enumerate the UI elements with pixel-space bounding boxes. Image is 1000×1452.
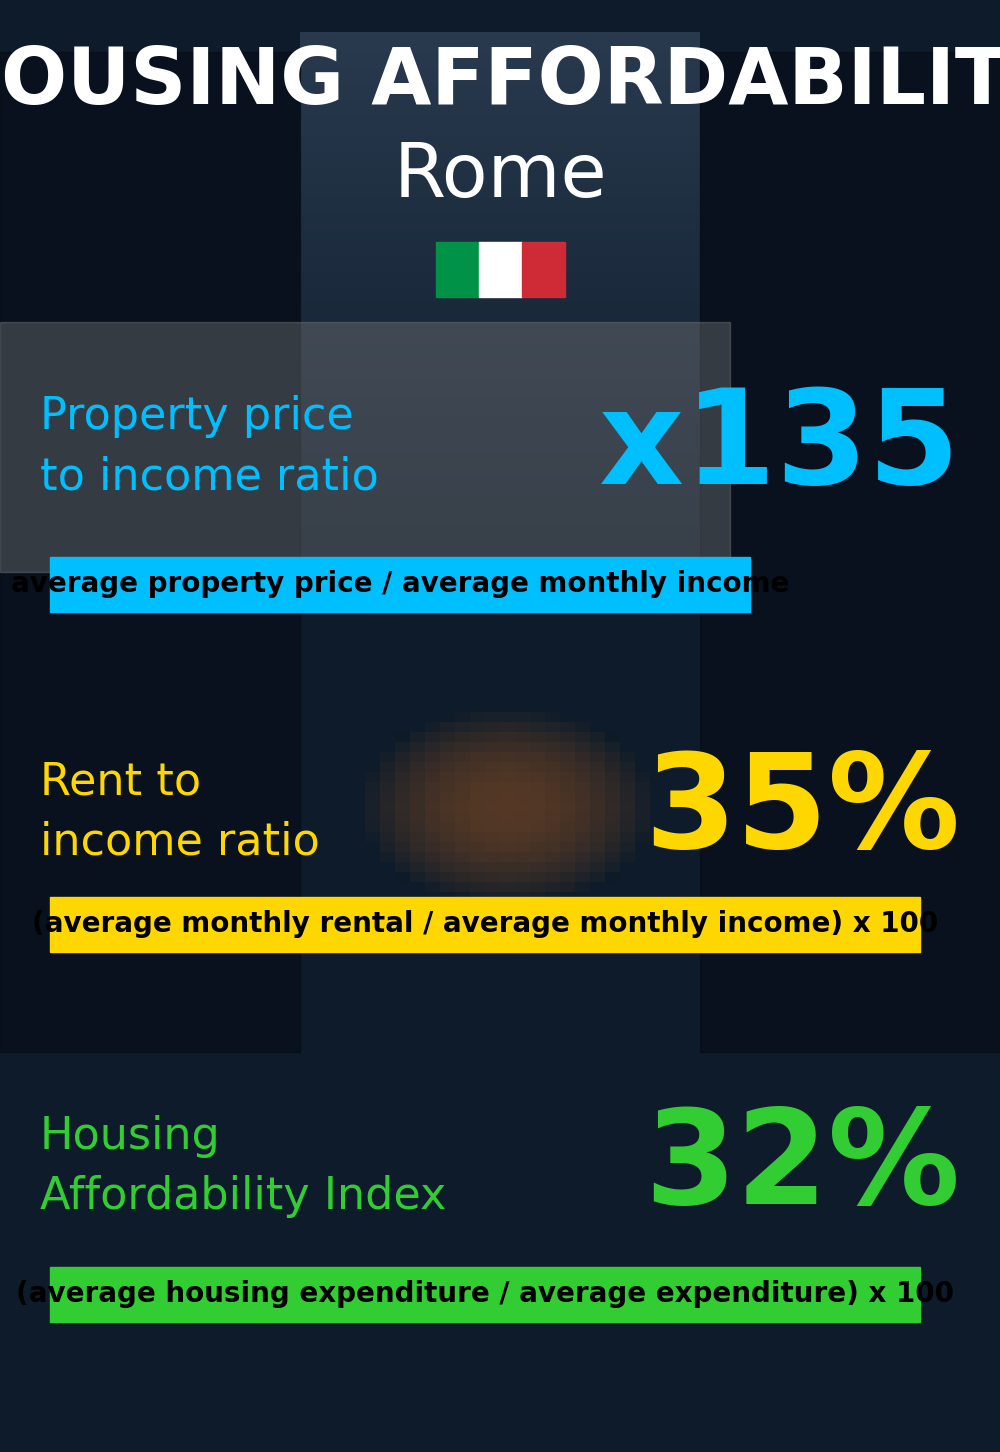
Text: (average housing expenditure / average expenditure) x 100: (average housing expenditure / average e… — [16, 1281, 954, 1308]
Bar — [0, 322, 730, 572]
Bar — [436, 242, 479, 298]
Text: Rent to
income ratio: Rent to income ratio — [40, 761, 320, 864]
Text: Rome: Rome — [393, 141, 607, 213]
Text: 32%: 32% — [644, 1104, 960, 1230]
Text: HOUSING AFFORDABILITY: HOUSING AFFORDABILITY — [0, 44, 1000, 121]
Text: (average monthly rental / average monthly income) x 100: (average monthly rental / average monthl… — [32, 910, 938, 938]
Bar — [522, 242, 564, 298]
Text: average property price / average monthly income: average property price / average monthly… — [11, 571, 789, 598]
Text: x135: x135 — [599, 383, 960, 511]
Bar — [0, 52, 300, 1053]
Bar — [50, 558, 750, 611]
Text: Property price
to income ratio: Property price to income ratio — [40, 395, 379, 498]
Text: Housing
Affordability Index: Housing Affordability Index — [40, 1115, 446, 1218]
Bar — [50, 1268, 920, 1321]
Bar — [700, 52, 1000, 1053]
Bar — [50, 897, 920, 953]
Bar — [479, 242, 522, 298]
Text: 35%: 35% — [644, 748, 960, 876]
